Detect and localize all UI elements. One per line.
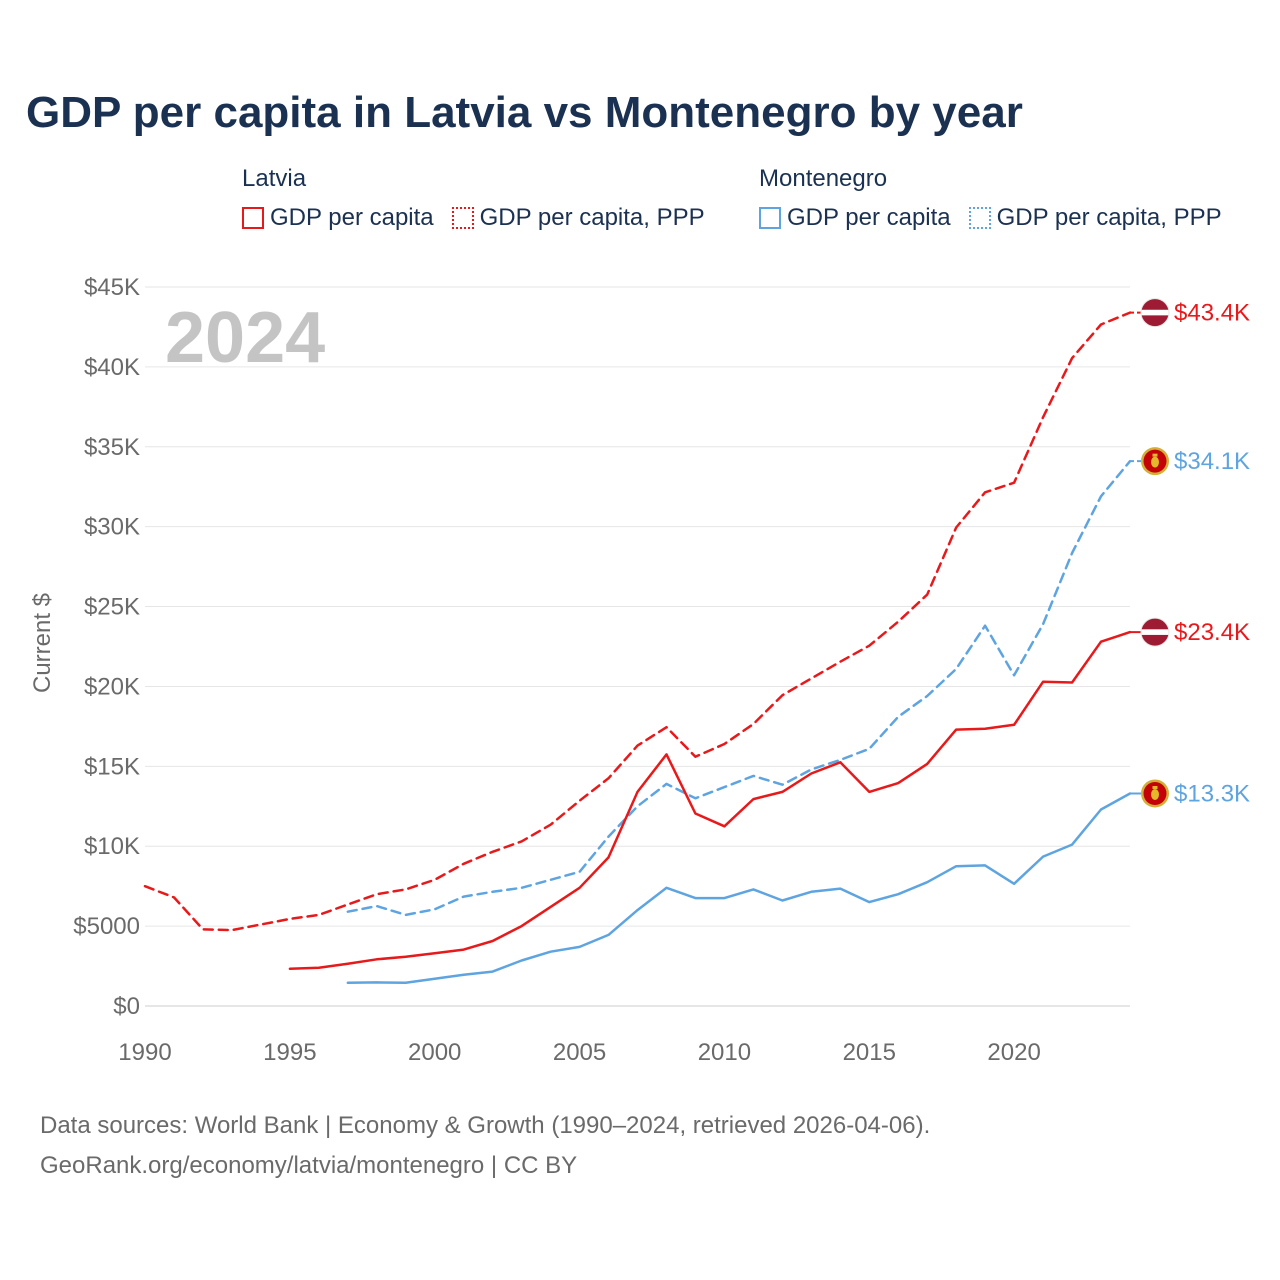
end-value-label: $13.3K [1174, 780, 1250, 807]
y-tick-label: $10K [84, 833, 140, 860]
y-tick-label: $15K [84, 753, 140, 780]
y-tick-label: $25K [84, 594, 140, 621]
y-tick-label: $30K [84, 514, 140, 541]
gridlines [145, 286, 1130, 1007]
source-line-1: Data sources: World Bank | Economy & Gro… [40, 1112, 931, 1139]
latvia-flag-icon [1140, 617, 1170, 647]
y-tick-label: $5000 [73, 913, 140, 940]
legend-swatch-dotted [451, 207, 474, 229]
legend-swatch-solid [759, 207, 781, 229]
x-tick-label: 2005 [553, 1039, 606, 1066]
legend-item-montenegro-gdp-ppp[interactable]: GDP per capita, PPP [968, 204, 1222, 232]
chart-title: GDP per capita in Latvia vs Montenegro b… [26, 88, 1023, 137]
y-tick-label: $20K [84, 673, 140, 700]
legend-group-title: Latvia [242, 165, 307, 192]
x-tick-label: 2015 [843, 1039, 896, 1066]
y-axis-label: Current $ [29, 593, 56, 693]
legend-label: GDP per capita [270, 204, 434, 231]
y-tick-label: $35K [84, 434, 140, 461]
legend-group-title: Montenegro [759, 165, 888, 192]
series-lines [143, 311, 1132, 985]
y-axis: $0 $5000 $10K $15K $20K $25K $30K $35K $40K $45K [73, 274, 140, 1020]
montenegro-flag-icon [1141, 447, 1169, 476]
legend-label: GDP per capita [787, 204, 951, 231]
end-value-label: $43.4K [1174, 300, 1250, 327]
x-tick-label: 1990 [118, 1039, 171, 1066]
y-tick-label: $40K [84, 354, 140, 381]
legend-group-montenegro: Montenegro GDP per capita GDP per capita… [759, 162, 1222, 232]
series-line[interactable] [346, 459, 1132, 917]
x-axis: 1990 1995 2000 2005 2010 2015 2020 [118, 1039, 1041, 1066]
x-tick-label: 2020 [987, 1039, 1040, 1066]
y-tick-label: $0 [113, 993, 140, 1020]
legend-swatch-dotted [968, 207, 991, 229]
montenegro-flag-icon [1141, 779, 1169, 808]
source-line-2[interactable]: GeoRank.org/economy/latvia/montenegro | … [40, 1152, 578, 1179]
legend-item-latvia-gdp[interactable]: GDP per capita [242, 204, 434, 232]
source-note: Data sources: World Bank | Economy & Gro… [40, 1106, 930, 1186]
legend-label: GDP per capita, PPP [996, 204, 1222, 231]
legend-item-latvia-gdp-ppp[interactable]: GDP per capita, PPP [451, 204, 705, 232]
legend-item-montenegro-gdp[interactable]: GDP per capita [759, 204, 951, 232]
end-value-label: $34.1K [1174, 448, 1250, 475]
x-tick-label: 2010 [698, 1039, 751, 1066]
x-tick-label: 2000 [408, 1039, 461, 1066]
legend-group-latvia: Latvia GDP per capita GDP per capita, PP… [242, 162, 705, 232]
end-markers: $43.4K $34.1K $23.4K $13.3K [1130, 298, 1250, 808]
legend-label: GDP per capita, PPP [479, 204, 705, 231]
x-tick-label: 1995 [263, 1039, 316, 1066]
end-value-label: $23.4K [1174, 619, 1250, 646]
series-line[interactable] [288, 630, 1132, 971]
series-line[interactable] [143, 311, 1132, 932]
y-tick-label: $45K [84, 274, 140, 301]
latvia-flag-icon [1140, 298, 1170, 328]
series-line[interactable] [346, 792, 1132, 985]
year-label: 2024 [165, 298, 325, 378]
legend-swatch-solid [242, 207, 264, 229]
